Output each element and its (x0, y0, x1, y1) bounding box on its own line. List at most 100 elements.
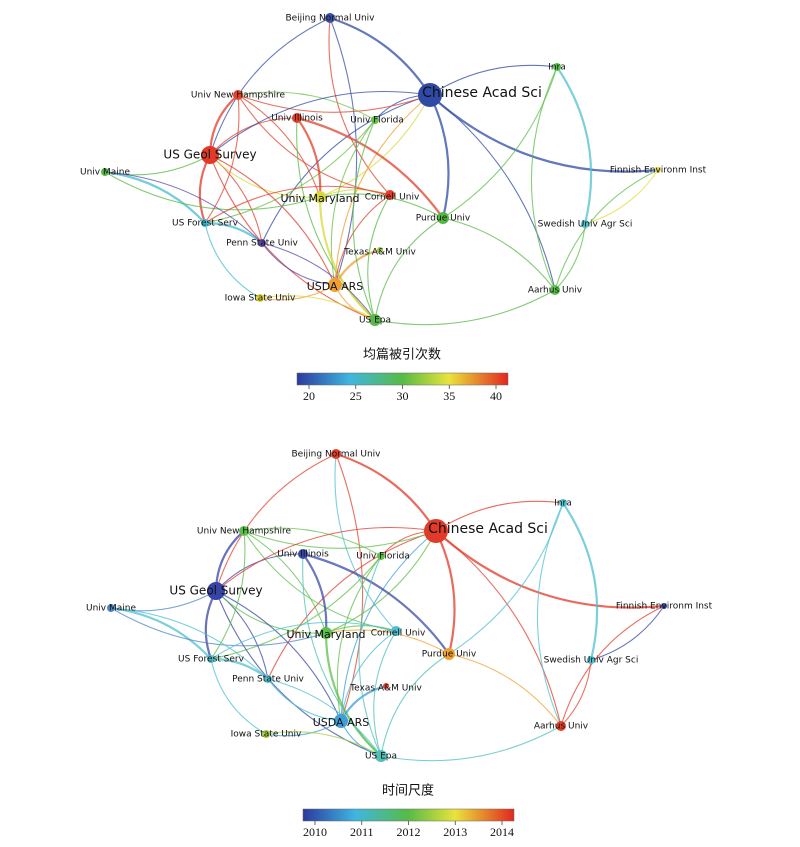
edge (554, 223, 586, 291)
node (385, 190, 395, 200)
edge (198, 154, 211, 224)
edge (556, 66, 593, 225)
node-label: Univ Illinois (277, 550, 329, 560)
edge (209, 117, 298, 156)
edge (435, 500, 564, 532)
colorbar (302, 808, 515, 822)
node (377, 247, 383, 253)
edge (329, 17, 358, 286)
node-label: Univ Maryland (286, 628, 365, 641)
node (375, 750, 387, 762)
edge (204, 94, 240, 224)
edge (536, 502, 564, 727)
node (325, 13, 335, 23)
edge (210, 530, 246, 660)
node-label: Chinese Acad Sci (428, 521, 548, 537)
colorbar-tick-label: 2014 (490, 825, 514, 839)
node-label: Cornell Univ (365, 193, 420, 203)
node (233, 90, 243, 100)
colorbar-tick-label: 25 (350, 389, 362, 403)
edge (208, 94, 239, 156)
node (207, 655, 215, 663)
edge (210, 657, 269, 680)
node-label: Iowa State Univ (231, 730, 302, 740)
node (556, 721, 566, 731)
node-label: US Forest Serv (172, 219, 239, 229)
edge (380, 653, 450, 757)
edge (340, 630, 397, 722)
network-panel: Beijing Normal Univ Chinese Acad Sci Inra U… (80, 13, 707, 403)
edge (210, 621, 397, 660)
node-label: Penn State Univ (232, 675, 304, 685)
edge (334, 194, 391, 286)
edge (204, 221, 263, 244)
edge (296, 116, 444, 219)
edge (328, 17, 391, 196)
edge (429, 94, 659, 173)
node (264, 675, 272, 683)
edge (319, 193, 444, 219)
edge (261, 242, 376, 321)
colorbar-tick-label: 2013 (443, 825, 467, 839)
edge (104, 171, 263, 244)
edge (215, 453, 337, 592)
node-label: Univ Maryland (280, 192, 359, 205)
edge (429, 94, 450, 219)
edge (448, 502, 564, 655)
edge (210, 555, 382, 660)
edge (442, 217, 556, 291)
edge (265, 731, 382, 757)
node (334, 714, 348, 728)
node (258, 239, 266, 247)
node (443, 648, 455, 660)
colorbar-tick-label: 40 (490, 389, 502, 403)
colorbar-tick-label: 2011 (350, 825, 374, 839)
node (581, 220, 589, 228)
colorbar-tick-label: 2010 (303, 825, 327, 839)
edge (302, 553, 328, 634)
edge (267, 530, 437, 680)
edge (209, 17, 331, 156)
edge (204, 590, 217, 660)
node (201, 219, 209, 227)
edge (335, 452, 437, 532)
edge (324, 632, 382, 757)
edge (209, 154, 376, 321)
edge (319, 94, 431, 198)
edge (265, 720, 342, 737)
edge (329, 16, 431, 96)
edge (104, 170, 206, 224)
edge (562, 502, 599, 661)
edge (204, 222, 261, 299)
edge (215, 590, 382, 757)
node-label: USDA ARS (307, 280, 364, 293)
edge (429, 94, 556, 291)
node-label: Beijing Normal Univ (285, 14, 375, 24)
edge (330, 119, 376, 286)
node (383, 683, 389, 689)
node-label: Univ Florida (350, 116, 404, 126)
edge (215, 590, 342, 722)
edge (210, 658, 267, 735)
node (424, 519, 448, 543)
edge (325, 629, 450, 655)
node-label: Beijing Normal Univ (291, 450, 381, 460)
colorbar (296, 372, 509, 386)
node (239, 526, 249, 536)
edge (530, 66, 558, 291)
edge (352, 119, 376, 321)
edge (261, 242, 336, 286)
legend-title: 均篇被引次数 (363, 347, 441, 363)
node (207, 582, 225, 600)
node-label: Finnish Environm Inst (610, 166, 707, 176)
node (550, 285, 560, 295)
edge (209, 154, 336, 286)
node-label: Inra (548, 63, 566, 73)
node-label: Chinese Acad Sci (422, 85, 542, 101)
node-label: Penn State Univ (226, 239, 298, 249)
node (101, 168, 109, 176)
node (107, 604, 115, 612)
edge (215, 590, 327, 634)
edge (590, 605, 665, 661)
edge (209, 90, 431, 156)
